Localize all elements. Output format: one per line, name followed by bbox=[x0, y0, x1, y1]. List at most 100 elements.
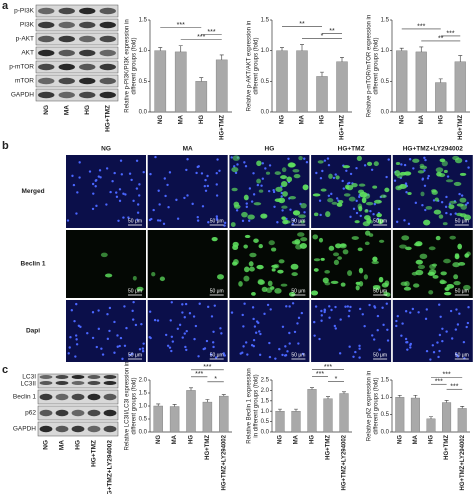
nucleus bbox=[212, 330, 215, 334]
blot-band bbox=[99, 91, 116, 99]
cell bbox=[368, 233, 374, 237]
error-bar bbox=[310, 387, 314, 390]
cell bbox=[217, 274, 224, 280]
cell bbox=[292, 210, 301, 216]
nucleus bbox=[101, 353, 105, 356]
nucleus bbox=[423, 156, 426, 160]
cell bbox=[453, 281, 461, 286]
y-tick-label: 1.5 bbox=[381, 378, 390, 384]
cell bbox=[159, 276, 166, 282]
y-tick-label: 1.5 bbox=[261, 398, 270, 404]
nucleus bbox=[73, 319, 76, 323]
scale-bar-label: 50 μm bbox=[373, 218, 387, 224]
y-tick-label: 1.0 bbox=[139, 404, 148, 410]
nucleus bbox=[403, 219, 406, 222]
nucleus bbox=[458, 192, 461, 196]
cell bbox=[281, 167, 287, 173]
cell bbox=[342, 165, 351, 169]
nucleus bbox=[197, 355, 200, 358]
bar bbox=[169, 406, 180, 433]
nucleus bbox=[386, 339, 390, 342]
nucleus bbox=[253, 325, 257, 328]
nucleus bbox=[372, 338, 376, 341]
column-header: HG+TMZ+LY294002 bbox=[403, 146, 463, 153]
nucleus bbox=[406, 348, 409, 351]
nucleus bbox=[403, 163, 407, 167]
cell bbox=[415, 241, 423, 247]
cell bbox=[361, 197, 367, 204]
x-tick-label: NG bbox=[156, 435, 162, 444]
x-tick-label: MA bbox=[413, 434, 419, 444]
error-bar bbox=[278, 408, 282, 412]
cell bbox=[313, 268, 319, 272]
nucleus bbox=[78, 161, 81, 164]
x-tick-label: HG bbox=[438, 115, 444, 124]
nucleus bbox=[288, 305, 291, 308]
cell bbox=[420, 191, 425, 197]
nucleus bbox=[138, 194, 141, 197]
cell bbox=[312, 234, 319, 240]
cell bbox=[438, 214, 444, 219]
nucleus bbox=[91, 207, 95, 211]
y-tick-label: 1.0 bbox=[139, 48, 148, 54]
nucleus bbox=[320, 309, 323, 313]
nucleus bbox=[348, 345, 351, 348]
nucleus bbox=[69, 336, 72, 339]
significance-label: * bbox=[335, 376, 338, 383]
cell bbox=[313, 212, 319, 217]
cell bbox=[233, 204, 241, 209]
cell bbox=[104, 273, 113, 278]
lane-label: NG bbox=[43, 440, 50, 450]
y-tick-label: 0.0 bbox=[381, 110, 390, 116]
cell bbox=[454, 254, 460, 260]
nucleus bbox=[181, 311, 184, 314]
cell bbox=[428, 246, 436, 251]
nucleus bbox=[88, 170, 92, 173]
nucleus bbox=[244, 341, 248, 344]
nucleus bbox=[191, 202, 194, 206]
nucleus bbox=[79, 325, 82, 329]
x-tick-label: HG bbox=[429, 435, 435, 444]
cell bbox=[265, 171, 271, 175]
blot-label: PI3K bbox=[20, 22, 35, 29]
nucleus bbox=[385, 175, 388, 179]
bar bbox=[186, 390, 196, 433]
nucleus bbox=[185, 329, 188, 333]
nucleus bbox=[397, 207, 401, 211]
nucleus bbox=[252, 338, 256, 342]
bar bbox=[174, 51, 187, 113]
blot-band bbox=[71, 425, 85, 433]
nucleus bbox=[370, 168, 374, 171]
nucleus bbox=[113, 320, 116, 324]
nucleus bbox=[122, 216, 125, 219]
nucleus bbox=[363, 324, 366, 328]
nucleus bbox=[242, 345, 245, 348]
blot-band bbox=[79, 35, 96, 43]
nucleus bbox=[135, 187, 139, 190]
x-tick-label: HG+TMZ bbox=[326, 435, 332, 460]
bar bbox=[219, 395, 229, 433]
blot-label: LC3II bbox=[20, 381, 36, 388]
significance-label: *** bbox=[197, 34, 205, 41]
cell bbox=[449, 235, 456, 240]
micrograph-bg bbox=[66, 155, 146, 228]
nucleus bbox=[130, 178, 133, 182]
nucleus bbox=[223, 221, 227, 225]
cell bbox=[243, 244, 248, 249]
cell bbox=[443, 291, 452, 296]
micrograph: 50 μm bbox=[66, 230, 146, 298]
nucleus bbox=[153, 318, 157, 322]
nucleus bbox=[354, 350, 357, 354]
x-tick-label: HG+TMZ bbox=[205, 435, 211, 460]
cell bbox=[371, 260, 379, 265]
cell bbox=[403, 286, 412, 291]
cell bbox=[358, 267, 364, 274]
nucleus bbox=[244, 165, 248, 168]
nucleus bbox=[408, 158, 412, 161]
micrograph: 50 μm bbox=[147, 230, 228, 298]
cell bbox=[256, 178, 262, 184]
cell bbox=[294, 238, 301, 245]
nucleus bbox=[94, 179, 97, 182]
cell bbox=[293, 173, 301, 179]
micrograph: 50 μm bbox=[229, 300, 310, 362]
